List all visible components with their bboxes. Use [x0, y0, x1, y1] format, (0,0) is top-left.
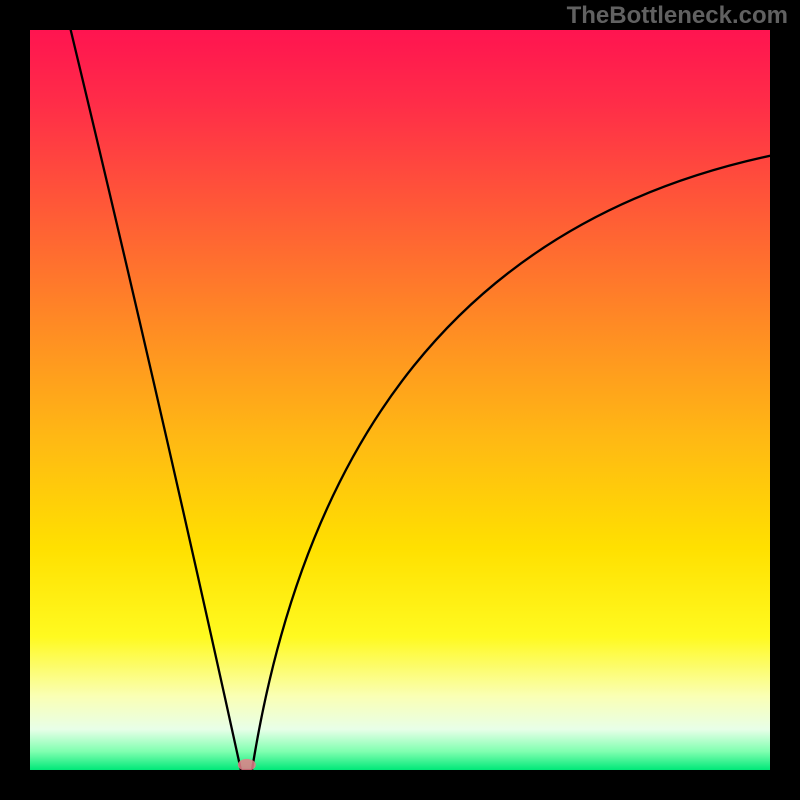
gradient-background [30, 30, 770, 770]
bottleneck-chart [30, 30, 770, 770]
watermark-text: TheBottleneck.com [567, 2, 788, 30]
